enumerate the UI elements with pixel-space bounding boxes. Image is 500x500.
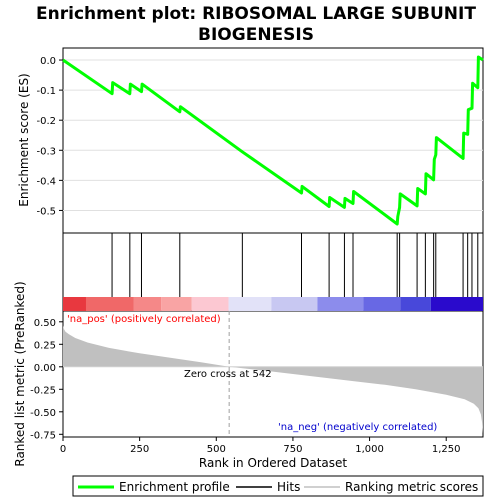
metric-y-tick-label: -0.75 (30, 430, 56, 441)
chart-title-line-1: Enrichment plot: RIBOSOMAL LARGE SUBUNIT (36, 4, 476, 24)
colorbar-band (271, 297, 318, 311)
enrichment-y-tick-label: -0.4 (36, 176, 56, 187)
colorbar-band (63, 297, 86, 311)
legend-box (72, 475, 484, 497)
colorbar-band (363, 297, 401, 311)
legend-label-metric: Ranking metric scores (345, 480, 478, 494)
x-axis: 0 250 500 750 1,000 1,250 (60, 437, 461, 455)
neg-correlated-label: 'na_neg' (negatively correlated) (278, 422, 437, 433)
enrichment-panel-frame (62, 47, 484, 234)
x-tick-label: 750 (283, 444, 302, 455)
enrichment-y-tick-label: -0.5 (36, 206, 56, 217)
metric-y-axis: 0.50 0.25 0.00 -0.25 -0.50 -0.75 (30, 318, 63, 441)
ranking-metric-series (63, 311, 483, 437)
enrichment-y-tick-label: 0.0 (40, 56, 56, 67)
colorbar-band (317, 297, 364, 311)
rank-colorbar (63, 297, 483, 311)
enrichment-y-tick-label: -0.3 (36, 146, 56, 157)
hits-series (111, 233, 479, 297)
colorbar-band (133, 297, 162, 311)
metric-y-tick-label: 0.00 (34, 363, 56, 374)
enrichment-y-axis-label: Enrichment score (ES) (17, 73, 31, 206)
legend-label-enrichment: Enrichment profile (119, 480, 230, 494)
enrichment-y-tick-label: -0.1 (36, 86, 56, 97)
x-axis-label: Rank in Ordered Dataset (199, 456, 347, 470)
x-tick-label: 0 (60, 444, 66, 455)
colorbar-band (161, 297, 192, 311)
metric-y-tick-label: -0.50 (30, 408, 56, 419)
metric-y-tick-label: 0.50 (34, 318, 56, 329)
colorbar-band (85, 297, 134, 311)
colorbar-band (191, 297, 229, 311)
enrichment-profile-line (62, 55, 484, 226)
x-tick-label: 1,000 (355, 444, 384, 455)
enrichment-grid (63, 59, 483, 211)
ranking-metric-area (63, 325, 483, 434)
pos-correlated-label: 'na_pos' (positively correlated) (67, 314, 221, 325)
enrichment-y-axis: 0.0 -0.1 -0.2 -0.3 -0.4 -0.5 (36, 56, 63, 217)
colorbar-band (400, 297, 431, 311)
legend-label-hits: Hits (277, 480, 300, 494)
x-tick-label: 1,250 (432, 444, 461, 455)
colorbar-band (430, 297, 483, 311)
colorbar-band (228, 297, 272, 311)
x-tick-label: 250 (130, 444, 149, 455)
metric-y-tick-label: 0.25 (34, 340, 56, 351)
zero-cross-label: Zero cross at 542 (184, 369, 272, 380)
chart-title-line-2: BIOGENESIS (198, 25, 314, 45)
x-tick-label: 500 (207, 444, 226, 455)
metric-y-tick-label: -0.25 (30, 385, 56, 396)
enrichment-profile-series (62, 55, 484, 226)
enrichment-y-tick-label: -0.2 (36, 116, 56, 127)
metric-y-axis-label: Ranked list metric (PreRanked) (13, 281, 27, 466)
